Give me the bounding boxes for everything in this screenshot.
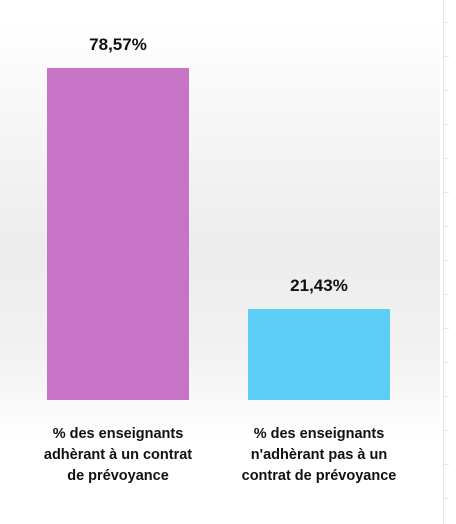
right-edge-tick — [443, 328, 449, 329]
category-label-line: % des enseignants — [52, 426, 184, 442]
right-edge-tick — [443, 464, 449, 465]
right-edge-tick — [443, 22, 449, 23]
bar-adherant — [47, 68, 189, 400]
category-label-non-adherant: % des enseignants n'adhèrant pas à un co… — [214, 424, 424, 487]
right-edge-tick — [443, 498, 449, 499]
category-label-line: de prévoyance — [67, 468, 169, 484]
right-edge-rule — [443, 0, 444, 524]
data-label-non-adherant: 21,43% — [290, 276, 348, 295]
right-edge-tick — [443, 90, 449, 91]
category-label-adherant: % des enseignants adhèrant à un contrat … — [13, 424, 223, 487]
right-edge-tick — [443, 260, 449, 261]
bar-non-adherant — [248, 309, 390, 400]
category-label-line: % des enseignants — [253, 426, 385, 442]
right-edge-tick — [443, 158, 449, 159]
category-label-line: n'adhèrant pas à un — [250, 447, 388, 463]
right-edge-tick — [443, 124, 449, 125]
category-label-line: contrat de prévoyance — [241, 468, 397, 484]
right-edge-tick — [443, 192, 449, 193]
data-label-adherant: 78,57% — [89, 35, 147, 54]
right-edge-tick — [443, 56, 449, 57]
right-edge-tick — [443, 430, 449, 431]
right-edge-tick — [443, 396, 449, 397]
right-edge-tick — [443, 226, 449, 227]
category-label-line: adhèrant à un contrat — [43, 447, 193, 463]
right-edge-tick — [443, 294, 449, 295]
right-edge-tick — [443, 362, 449, 363]
